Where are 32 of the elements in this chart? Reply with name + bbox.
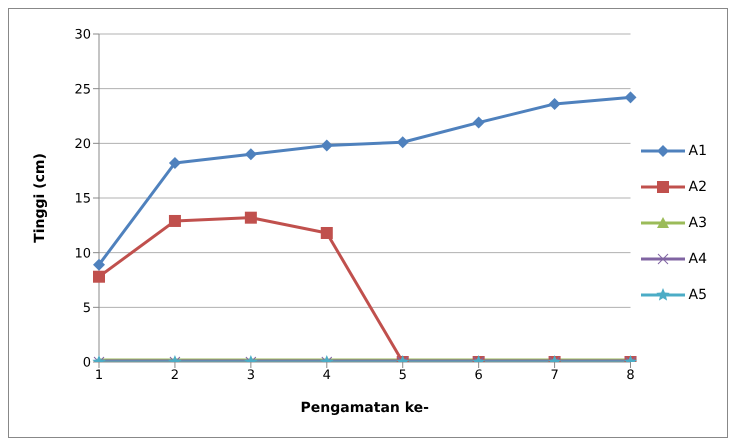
x-tick-label: 8 bbox=[626, 368, 635, 384]
y-tick-label: 25 bbox=[74, 82, 91, 98]
point bbox=[244, 212, 257, 224]
point bbox=[624, 91, 637, 104]
legend-label: A3 bbox=[688, 215, 707, 231]
x-tick-label: 2 bbox=[170, 368, 180, 384]
point bbox=[396, 136, 409, 148]
x-axis-title: Pengamatan ke- bbox=[300, 400, 430, 416]
point bbox=[548, 98, 561, 110]
legend-label: A5 bbox=[688, 287, 707, 303]
y-tick-label: 5 bbox=[82, 300, 91, 316]
x-tick-label: 7 bbox=[550, 368, 559, 384]
point bbox=[168, 157, 181, 170]
y-tick-label: 30 bbox=[74, 28, 91, 43]
point bbox=[168, 214, 181, 227]
point bbox=[244, 148, 257, 160]
legend-label: A2 bbox=[688, 179, 707, 195]
x-tick-label: 3 bbox=[246, 368, 255, 384]
legend-label: A4 bbox=[688, 251, 707, 267]
x-tick-label: 5 bbox=[398, 368, 407, 384]
y-axis-title: Tinggi (cm) bbox=[32, 153, 48, 243]
x-tick-label: 1 bbox=[94, 368, 104, 384]
point bbox=[320, 226, 333, 239]
legend-label: A1 bbox=[688, 143, 707, 159]
y-tick-label: 10 bbox=[74, 246, 91, 262]
point bbox=[472, 116, 485, 129]
y-tick-label: 15 bbox=[74, 192, 91, 207]
x-tick-label: 6 bbox=[474, 368, 483, 384]
y-tick-label: 0 bbox=[82, 356, 91, 371]
x-tick-label: 4 bbox=[322, 368, 331, 384]
point bbox=[320, 140, 333, 152]
y-tick-label: 20 bbox=[74, 136, 91, 152]
